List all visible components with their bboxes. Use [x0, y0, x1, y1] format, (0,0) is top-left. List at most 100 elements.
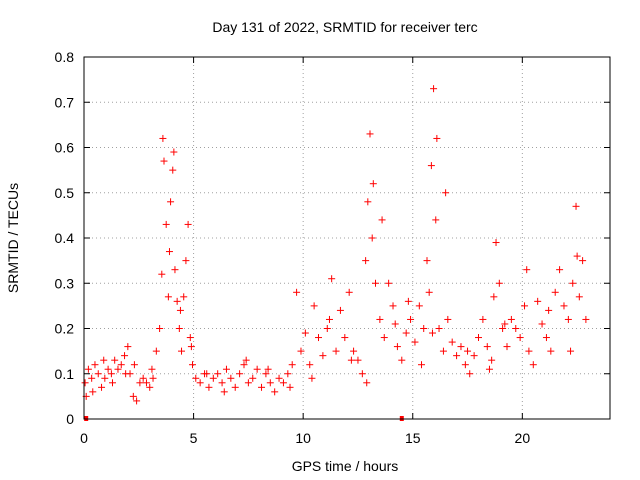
data-point: [209, 374, 217, 382]
data-point: [573, 252, 581, 260]
data-point: [262, 370, 270, 378]
data-point: [171, 266, 179, 274]
data-point: [169, 166, 177, 174]
data-point: [538, 320, 546, 328]
data-point: [564, 315, 572, 323]
data-point: [196, 379, 204, 387]
data-point: [404, 297, 412, 305]
data-point: [175, 325, 183, 332]
data-point: [310, 302, 318, 310]
data-point: [323, 325, 331, 332]
data-point: [315, 334, 323, 342]
data-point: [354, 356, 362, 364]
data-point: [220, 388, 228, 396]
data-point: [430, 85, 438, 93]
data-point: [242, 356, 250, 364]
data-point: [173, 297, 181, 305]
data-point: [428, 329, 436, 337]
data-point: [507, 315, 515, 323]
data-point: [364, 198, 372, 206]
data-point: [435, 325, 443, 332]
data-point: [275, 374, 283, 382]
x-tick-label: 0: [80, 430, 88, 446]
data-point: [393, 343, 401, 351]
data-point: [376, 315, 384, 323]
data-point: [167, 198, 175, 206]
grid-lines: [84, 57, 610, 419]
data-point: [178, 347, 186, 355]
data-point: [133, 397, 141, 405]
data-point: [547, 347, 555, 355]
data-point: [366, 130, 374, 138]
data-point: [569, 279, 577, 287]
data-point: [286, 383, 294, 391]
x-tick-label: 20: [515, 430, 531, 446]
data-point: [148, 365, 156, 373]
data-point: [582, 315, 590, 323]
data-point: [231, 383, 239, 391]
data-point: [483, 343, 491, 351]
data-point: [490, 293, 498, 301]
data-point: [371, 279, 379, 287]
data-point: [266, 379, 274, 387]
y-tick-label: 0.3: [55, 275, 75, 291]
data-point: [162, 220, 170, 228]
data-point: [98, 383, 106, 391]
y-tick-label: 0.8: [55, 49, 75, 65]
data-point: [488, 356, 496, 364]
data-point: [402, 329, 410, 337]
data-point: [121, 352, 129, 360]
data-point: [130, 361, 138, 369]
data-points: [81, 85, 590, 421]
data-point: [363, 379, 371, 387]
data-point: [442, 189, 450, 197]
data-point: [479, 315, 487, 323]
data-point: [176, 306, 184, 314]
data-point: [301, 329, 309, 337]
data-point: [444, 315, 452, 323]
data-point: [368, 234, 376, 242]
data-point: [425, 288, 433, 296]
data-point: [439, 347, 447, 355]
data-point: [108, 379, 116, 387]
data-point: [499, 325, 507, 332]
data-point: [136, 379, 144, 387]
data-point: [529, 361, 537, 369]
data-point: [448, 338, 456, 346]
data-point: [249, 374, 257, 382]
y-tick-label: 0.5: [55, 185, 75, 201]
data-point: [279, 379, 287, 387]
data-point: [433, 134, 441, 142]
data-point: [525, 347, 533, 355]
data-point: [453, 352, 461, 360]
data-point: [575, 293, 583, 301]
data-point: [579, 257, 587, 265]
data-point: [457, 343, 465, 351]
data-point: [398, 356, 406, 364]
data-point: [495, 279, 503, 287]
data-point: [391, 320, 399, 328]
data-point: [122, 370, 130, 378]
data-point: [244, 379, 252, 387]
data-point: [117, 361, 125, 369]
data-point: [89, 388, 97, 396]
data-point: [88, 374, 96, 382]
data-point: [545, 306, 553, 314]
data-point: [523, 266, 531, 274]
data-point: [560, 302, 568, 310]
data-point: [164, 293, 172, 301]
data-point: [81, 379, 89, 387]
data-point: [84, 365, 92, 373]
data-point: [100, 356, 108, 364]
data-point: [187, 343, 195, 351]
data-point: [306, 361, 314, 369]
data-point: [170, 148, 178, 156]
x-axis-label: GPS time / hours: [292, 458, 399, 474]
data-point: [240, 361, 248, 369]
data-point: [464, 347, 472, 355]
data-point: [184, 220, 192, 228]
data-point: [389, 302, 397, 310]
data-point: [107, 370, 115, 378]
data-point: [470, 352, 478, 360]
